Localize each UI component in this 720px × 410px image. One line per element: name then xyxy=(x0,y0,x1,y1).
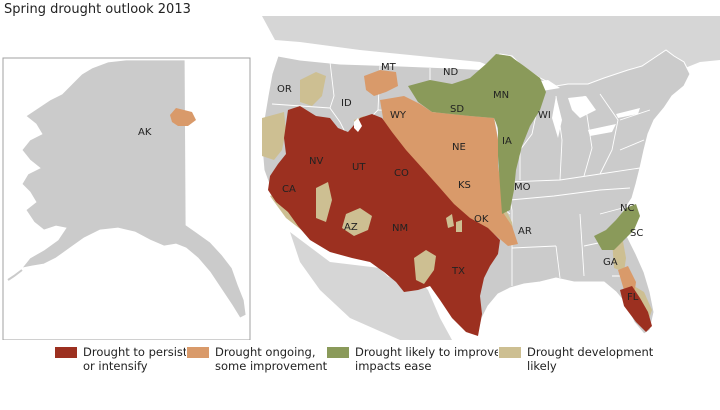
alaska-aleutians xyxy=(7,269,23,281)
legend-label-development-line1: Drought development xyxy=(527,345,654,359)
state-label-co: CO xyxy=(394,168,409,179)
state-label-ks: KS xyxy=(458,180,471,191)
state-label-ne: NE xyxy=(452,142,466,153)
state-label-ar: AR xyxy=(518,226,532,237)
drought-map: AK xyxy=(2,16,720,340)
state-label-sd: SD xyxy=(450,104,464,115)
state-label-mn: MN xyxy=(493,90,509,101)
canada-land xyxy=(262,16,720,96)
legend-item-development: Drought development likely xyxy=(498,345,653,373)
state-label-ut: UT xyxy=(352,162,366,173)
alaska-region-ongoing xyxy=(170,108,196,126)
legend-item-improve: Drought likely to improve, impacts ease xyxy=(326,345,505,373)
great-salt-lake xyxy=(354,118,362,132)
state-label-mt: MT xyxy=(381,62,397,73)
state-label-fl: FL xyxy=(627,292,639,303)
state-label-sc: SC xyxy=(630,228,643,239)
alaska-land xyxy=(21,59,247,319)
legend-item-ongoing: Drought ongoing, some improvement xyxy=(186,345,327,373)
state-label-id: ID xyxy=(341,98,352,109)
state-label-ak: AK xyxy=(138,127,152,138)
development-inside-persist xyxy=(316,182,462,284)
legend-label-ongoing-line1: Drought ongoing, xyxy=(215,345,316,359)
legend-swatch-improve xyxy=(326,346,350,359)
mexico-land xyxy=(290,232,452,340)
state-label-ga: GA xyxy=(603,257,618,268)
legend-swatch-development xyxy=(498,346,522,359)
state-label-tx: TX xyxy=(451,266,465,277)
drought-ongoing-areas xyxy=(364,70,636,296)
legend-swatch-ongoing xyxy=(186,346,210,359)
state-label-ok: OK xyxy=(474,214,489,225)
drought-improve-areas xyxy=(408,54,640,250)
legend: Drought to persist or intensify Drought … xyxy=(0,345,720,405)
legend-label-persist-line1: Drought to persist xyxy=(83,345,188,359)
state-labels: OR ID MT ND MN WI WY SD NE IA NV UT CO K… xyxy=(277,62,643,303)
state-label-nm: NM xyxy=(392,223,408,234)
alaska-inset: AK xyxy=(2,57,251,340)
state-label-mo: MO xyxy=(514,182,531,193)
state-label-or: OR xyxy=(277,84,292,95)
legend-label-persist-line2: or intensify xyxy=(83,359,148,373)
legend-label-improve-line1: Drought likely to improve, xyxy=(355,345,505,359)
state-label-wi: WI xyxy=(538,110,551,121)
state-label-az: AZ xyxy=(344,222,358,233)
legend-item-persist: Drought to persist or intensify xyxy=(54,345,187,373)
legend-label-development-line2: likely xyxy=(527,359,557,373)
legend-label-improve-line2: impacts ease xyxy=(355,359,432,373)
state-label-ca: CA xyxy=(282,184,296,195)
state-label-nd: ND xyxy=(443,67,458,78)
drought-persist-areas xyxy=(268,106,652,336)
map-title: Spring drought outlook 2013 xyxy=(4,2,191,17)
map-area: AK xyxy=(0,16,720,340)
state-label-wy: WY xyxy=(390,110,407,121)
state-label-nv: NV xyxy=(309,156,323,167)
state-label-ia: IA xyxy=(502,136,512,147)
legend-label-ongoing-line2: some improvement xyxy=(215,359,328,373)
state-label-nc: NC xyxy=(620,203,634,214)
legend-swatch-persist xyxy=(54,346,78,359)
